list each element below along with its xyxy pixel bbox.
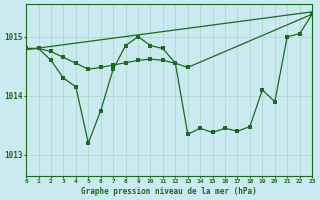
X-axis label: Graphe pression niveau de la mer (hPa): Graphe pression niveau de la mer (hPa) xyxy=(81,187,257,196)
